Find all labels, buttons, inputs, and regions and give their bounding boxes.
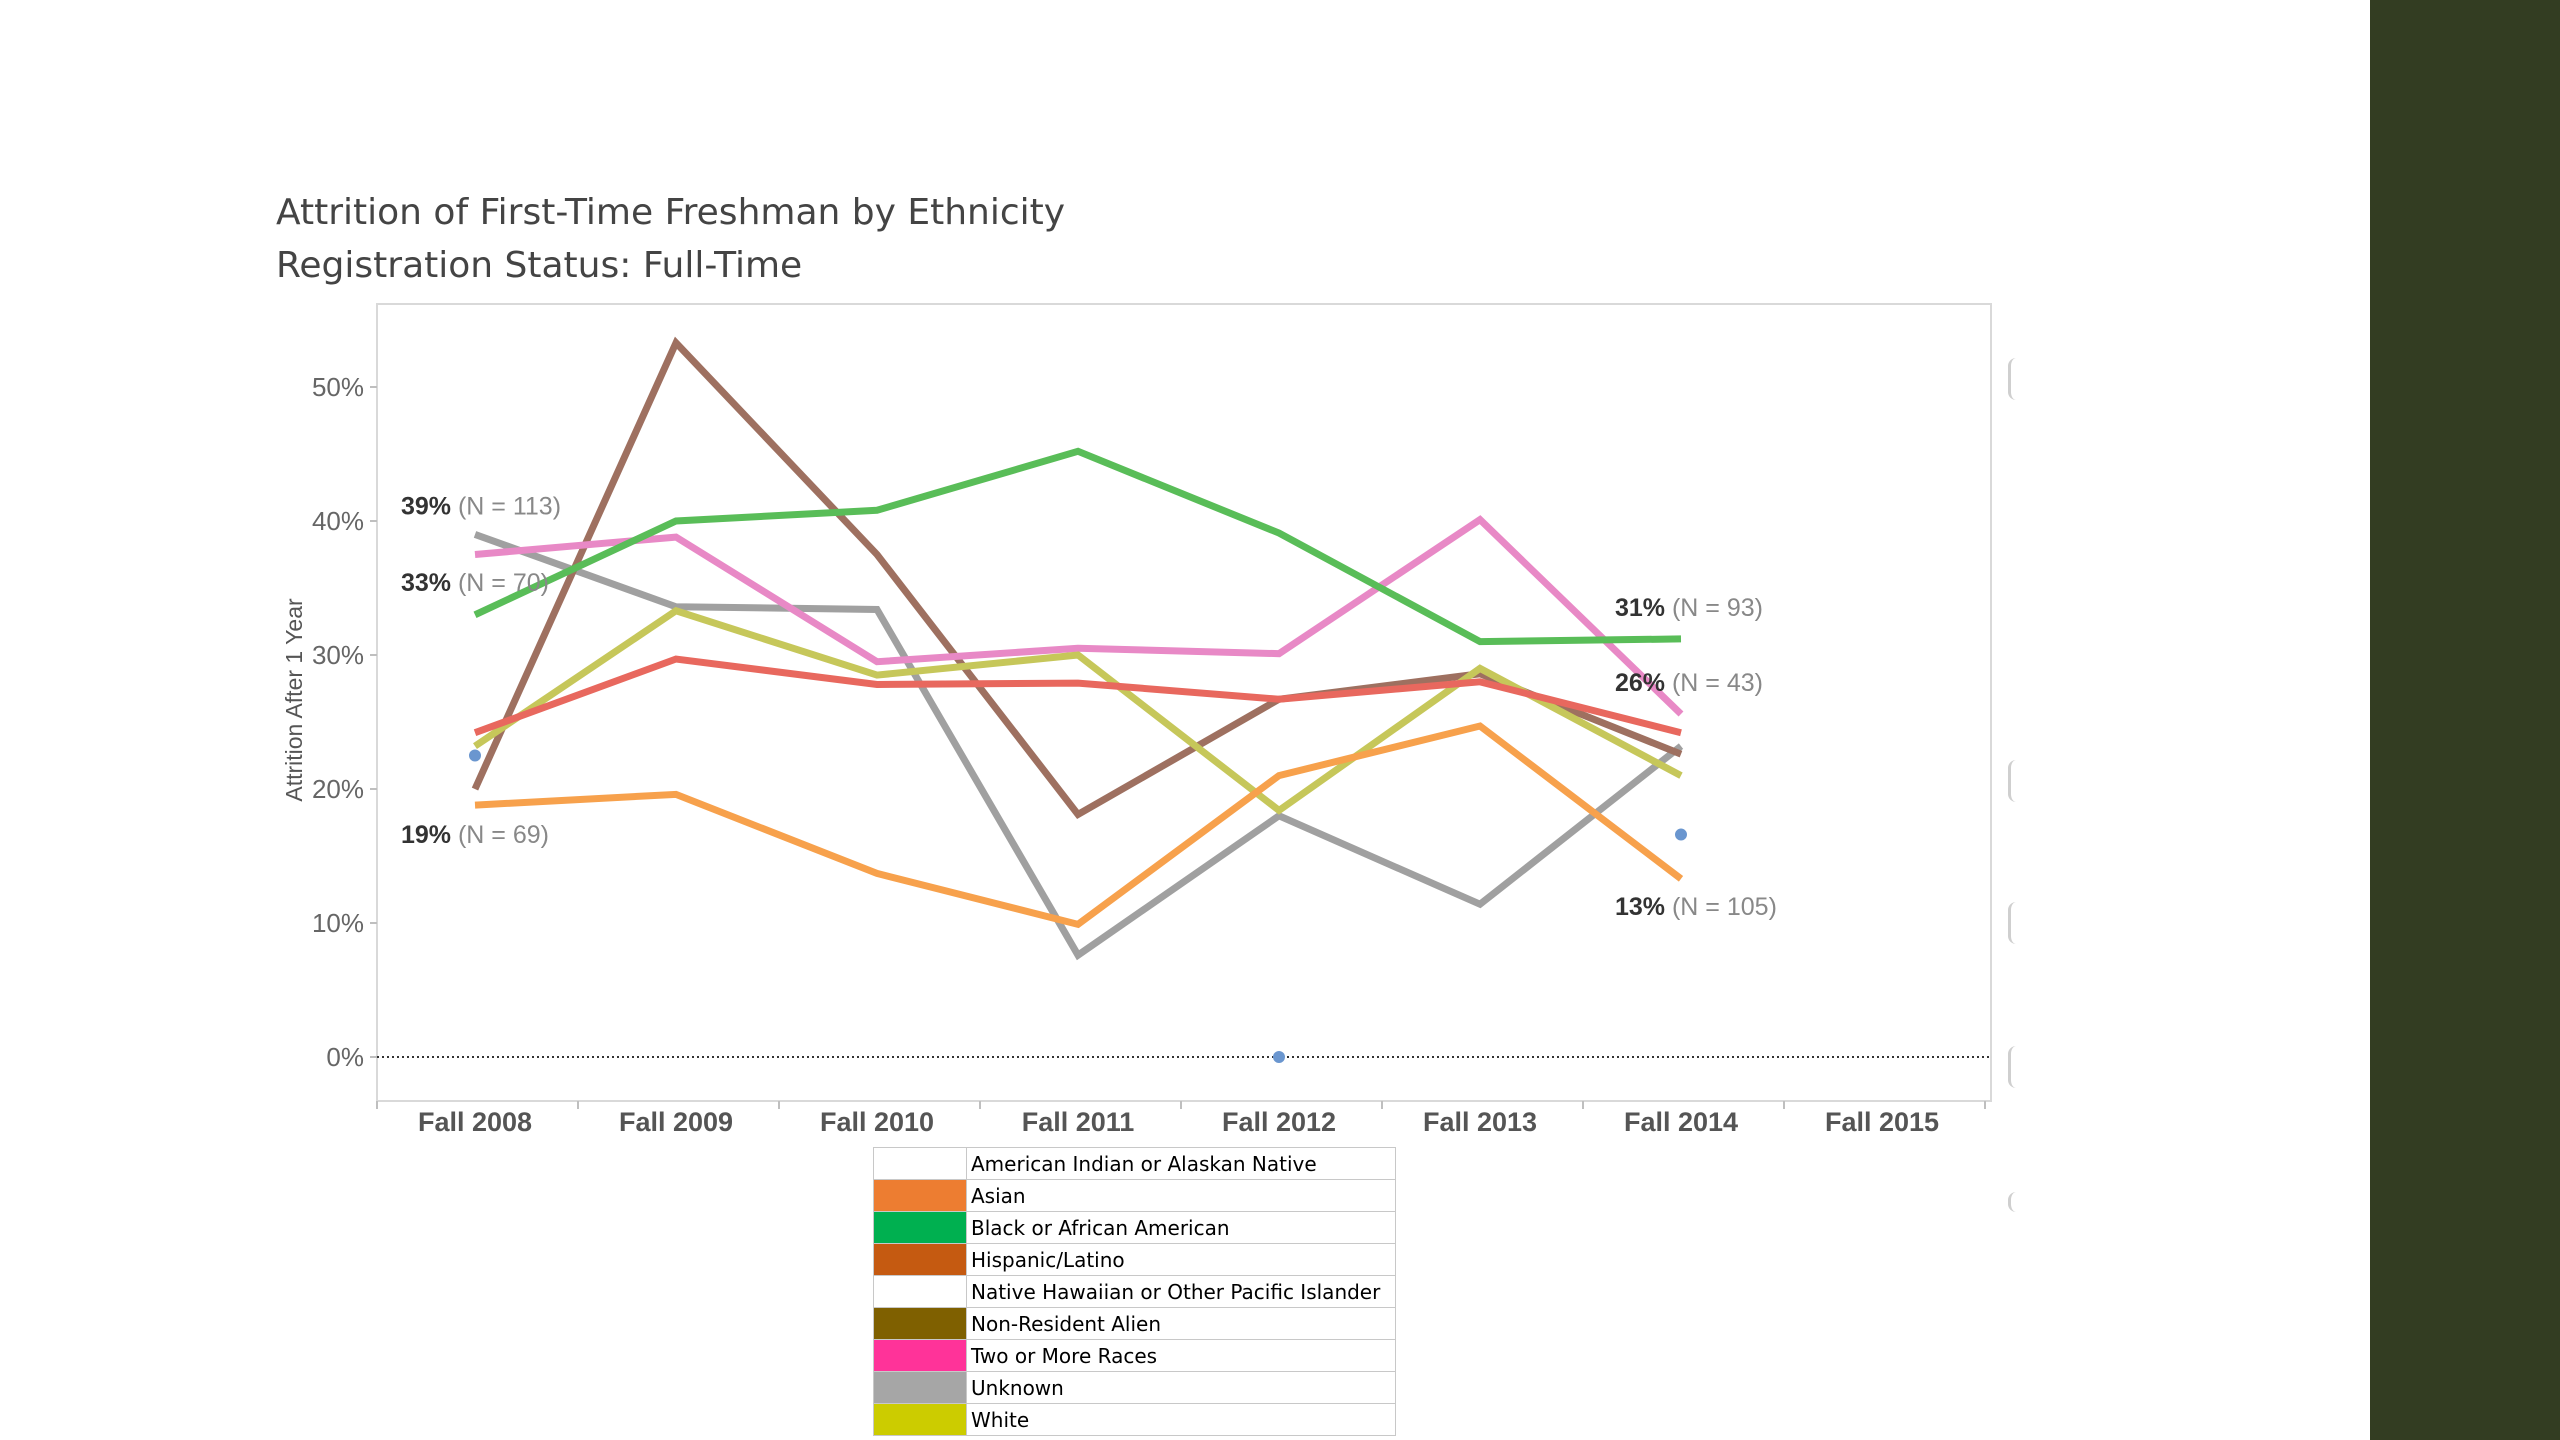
data-label-count: (N = 69) — [458, 821, 549, 849]
x-axis: Fall 2008 Fall 2009 Fall 2010 Fall 2011 Fall… — [376, 1100, 1991, 1137]
data-label-percent: 19% — [401, 821, 458, 849]
y-tick-label: 50% — [312, 372, 364, 402]
series-line — [474, 722, 1684, 929]
side-panel-control — [2008, 902, 2017, 944]
legend-item: Asian — [873, 1179, 1396, 1212]
highlight-markers — [469, 749, 1687, 1063]
legend-label: Unknown — [966, 1371, 1396, 1404]
legend-item: Unknown — [873, 1371, 1396, 1404]
data-label: 26% (N = 43) — [1615, 669, 1763, 697]
series-line — [473, 655, 1682, 737]
legend-swatch — [873, 1371, 967, 1404]
x-tick-label: Fall 2011 — [1022, 1107, 1135, 1137]
data-label-percent: 33% — [401, 569, 458, 597]
legend-label: Native Hawaiian or Other Pacific Islande… — [966, 1275, 1396, 1308]
side-panel-control — [2008, 358, 2017, 400]
legend-label: Black or African American — [966, 1211, 1396, 1244]
legend-item: Non-Resident Alien — [873, 1307, 1396, 1340]
legend-item: Black or African American — [873, 1211, 1396, 1244]
data-label-count: (N = 113) — [458, 492, 561, 520]
legend-swatch — [873, 1275, 967, 1308]
data-label-count: (N = 43) — [1672, 669, 1763, 697]
data-label: 33% (N = 70) — [401, 569, 549, 597]
plot-area — [376, 303, 1992, 1102]
legend-item: Two or More Races — [873, 1339, 1396, 1372]
data-label: 39% (N = 113) — [401, 492, 561, 520]
marker-point — [1273, 1051, 1285, 1063]
legend-label: Non-Resident Alien — [966, 1307, 1396, 1340]
legend-swatch — [873, 1243, 967, 1276]
x-tick-label: Fall 2015 — [1825, 1107, 1939, 1137]
legend-swatch — [873, 1211, 967, 1244]
y-tick-label: 30% — [312, 640, 364, 670]
marker-point — [469, 749, 481, 762]
data-label-count: (N = 105) — [1672, 893, 1777, 921]
chart-subtitle: Registration Status: Full-Time — [276, 245, 803, 286]
x-tick-label: Fall 2014 — [1624, 1107, 1738, 1137]
x-tick-label: Fall 2009 — [619, 1107, 733, 1137]
legend-item: White — [873, 1403, 1396, 1436]
legend-swatch — [873, 1403, 967, 1436]
y-axis-label: Attrition After 1 Year — [281, 598, 307, 802]
marker-point — [1675, 828, 1687, 841]
data-label-percent: 39% — [401, 492, 458, 520]
legend-swatch — [873, 1179, 967, 1212]
data-label-percent: 13% — [1615, 893, 1672, 921]
legend-item: Native Hawaiian or Other Pacific Islande… — [873, 1275, 1396, 1308]
data-labels: 39% (N = 113) 33% (N = 70) 19% (N = 69) 31%… — [401, 492, 1777, 920]
series-line — [474, 515, 1684, 717]
legend-swatch — [873, 1307, 967, 1340]
series-line — [471, 336, 1683, 820]
x-tick-label: Fall 2012 — [1222, 1107, 1336, 1137]
data-label-count: (N = 70) — [458, 569, 549, 597]
legend-swatch — [873, 1339, 967, 1372]
side-panel-control — [2008, 760, 2017, 802]
series-line — [473, 531, 1684, 961]
legend-item: Hispanic/Latino — [873, 1243, 1396, 1276]
data-label-percent: 31% — [1615, 594, 1672, 622]
data-label: 31% (N = 93) — [1615, 594, 1763, 622]
x-tick-label: Fall 2008 — [418, 1107, 532, 1137]
legend-item: American Indian or Alaskan Native — [873, 1147, 1396, 1180]
legend-label: White — [966, 1403, 1396, 1436]
series-lines — [471, 336, 1684, 961]
side-panel-control — [2008, 1046, 2017, 1088]
x-tick-label: Fall 2010 — [820, 1107, 934, 1137]
data-label: 13% (N = 105) — [1615, 893, 1777, 921]
x-tick-label: Fall 2013 — [1423, 1107, 1537, 1137]
legend-swatch — [873, 1147, 967, 1180]
legend-label: Asian — [966, 1179, 1396, 1212]
legend-label: American Indian or Alaskan Native — [966, 1147, 1396, 1180]
data-label: 19% (N = 69) — [401, 821, 549, 849]
side-panel-control — [2008, 1192, 2017, 1212]
series-line — [473, 606, 1683, 815]
chart-title: Attrition of First-Time Freshman by Ethn… — [276, 192, 1066, 233]
y-tick-label: 40% — [312, 506, 364, 536]
data-label-count: (N = 93) — [1672, 594, 1763, 622]
legend-label: Two or More Races — [966, 1339, 1396, 1372]
data-label-percent: 26% — [1615, 669, 1672, 697]
legend-label: Hispanic/Latino — [966, 1243, 1396, 1276]
slide-side-panel — [2370, 0, 2560, 1440]
series-line — [473, 447, 1682, 646]
y-tick-label: 20% — [312, 774, 364, 804]
chart-title-block: Attrition of First-Time Freshman by Ethn… — [276, 186, 1065, 292]
y-axis: 0% 10% 20% 30% 40% 50% — [312, 304, 378, 1101]
legend: American Indian or Alaskan Native Asian Bl… — [873, 1147, 1396, 1436]
y-tick-label: 0% — [326, 1042, 364, 1072]
y-tick-label: 10% — [312, 908, 364, 938]
